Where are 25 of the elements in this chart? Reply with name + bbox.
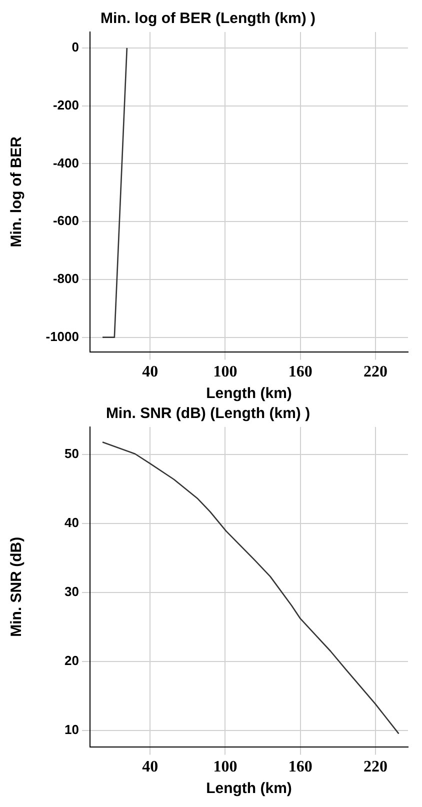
x-axis-title: Length (km) — [206, 385, 292, 402]
x-tick-label: 220 — [363, 364, 388, 381]
y-axis-title: Min. log of BER — [8, 136, 26, 248]
y-tick-label: 20 — [64, 652, 79, 668]
x-axis-title: Length (km) — [206, 780, 292, 798]
x-tick-label: 100 — [213, 364, 238, 381]
chart-title: Min. log of BER (Length (km) ) — [100, 10, 316, 28]
x-tick-label: 220 — [363, 758, 388, 776]
y-axis-title: Min. SNR (dB) — [8, 536, 26, 637]
x-tick-label: 40 — [142, 758, 158, 776]
y-tick-label: 40 — [64, 515, 79, 530]
chart-title: Min. SNR (dB) (Length (km) ) — [106, 405, 310, 422]
y-tick-label: 0 — [72, 39, 79, 54]
y-tick-label: -800 — [52, 271, 79, 286]
x-tick-label: 40 — [142, 364, 158, 381]
x-tick-label: 160 — [288, 758, 312, 776]
x-tick-label: 100 — [213, 758, 238, 776]
y-tick-label: -400 — [52, 155, 79, 170]
y-tick-label: 50 — [64, 446, 79, 462]
y-tick-label: -1000 — [46, 328, 79, 344]
y-tick-label: 30 — [64, 584, 79, 599]
y-tick-label: -200 — [52, 97, 79, 112]
y-tick-label: -600 — [52, 213, 79, 228]
x-tick-label: 160 — [288, 364, 312, 381]
y-tick-label: 10 — [64, 722, 79, 737]
